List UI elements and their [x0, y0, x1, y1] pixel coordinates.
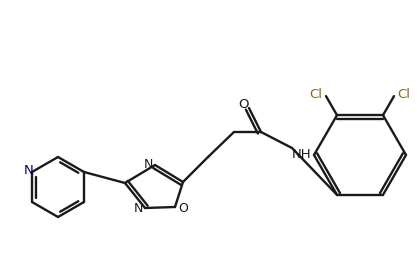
Text: Cl: Cl	[309, 88, 322, 101]
Text: N: N	[24, 165, 34, 178]
Text: O: O	[178, 201, 188, 214]
Text: NH: NH	[292, 148, 312, 161]
Text: N: N	[143, 157, 153, 170]
Text: N: N	[133, 202, 143, 215]
Text: Cl: Cl	[397, 88, 410, 101]
Text: O: O	[239, 98, 249, 111]
